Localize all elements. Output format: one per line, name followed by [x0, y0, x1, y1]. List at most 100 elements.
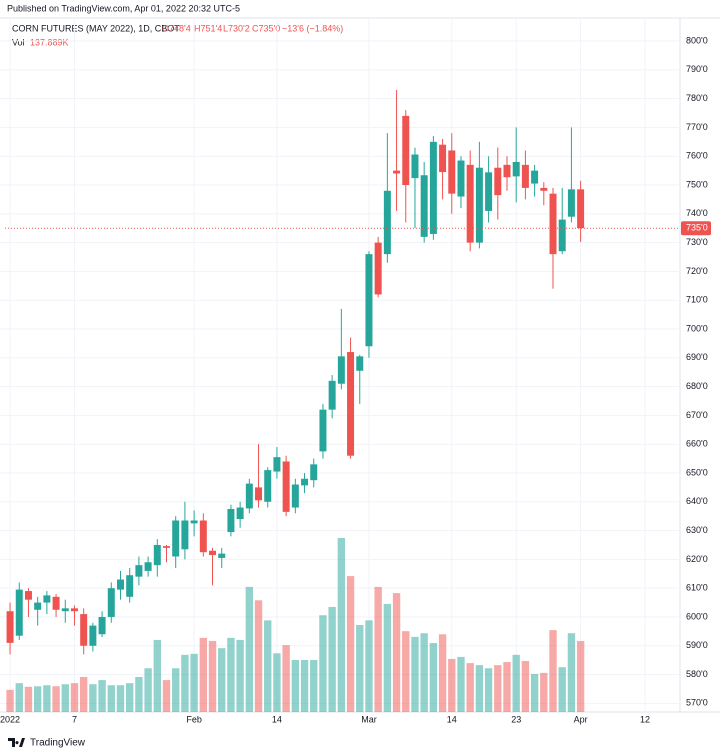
volume-bar — [411, 636, 419, 712]
candle-body — [116, 579, 124, 590]
volume-bar — [346, 576, 355, 712]
candle-body — [70, 608, 78, 612]
volume-bar — [356, 625, 364, 712]
volume-bar — [33, 686, 42, 712]
y-tick-label: 730'0 — [686, 237, 708, 247]
volume-bar — [70, 683, 79, 712]
volume-bar — [227, 637, 235, 712]
candle-body — [383, 190, 391, 255]
candle-body — [466, 164, 474, 243]
volume-bar — [475, 665, 484, 712]
volume-bar — [190, 653, 198, 712]
y-tick-label: 710'0 — [686, 295, 708, 305]
x-tick-label: 23 — [511, 714, 521, 724]
volume-bar — [15, 683, 23, 712]
candle-body — [190, 520, 198, 524]
volume-bar — [208, 640, 217, 712]
candle-body — [6, 611, 14, 643]
candle-body — [475, 167, 483, 243]
candle-body — [494, 167, 502, 196]
y-tick-label: 580'0 — [686, 669, 708, 679]
volume-bar — [24, 686, 33, 712]
candle-body — [144, 562, 152, 571]
volume-bar — [254, 600, 263, 712]
candle-body — [24, 591, 32, 600]
x-tick-label: 14 — [447, 714, 457, 724]
candle-body — [273, 457, 281, 472]
y-tick-label: 760'0 — [686, 151, 708, 161]
volume-bar — [365, 620, 373, 712]
candle-body — [577, 189, 585, 229]
volume-bar — [89, 684, 97, 712]
candle-body — [429, 141, 437, 234]
candle-body — [52, 596, 60, 610]
y-tick-label: 700'0 — [686, 323, 708, 333]
candle-body — [245, 483, 253, 509]
volume-bar — [328, 606, 336, 712]
volume-bar — [438, 634, 447, 712]
volume-bar — [374, 586, 382, 712]
volume-bar — [429, 643, 438, 712]
candle-body — [255, 487, 263, 501]
volume-bar — [512, 654, 520, 712]
volume-bar — [172, 668, 180, 712]
volume-bar — [264, 620, 272, 712]
volume-bar — [337, 538, 346, 712]
volume-bar — [135, 676, 143, 712]
legend-close: C735'0 — [252, 23, 280, 33]
volume-bar — [126, 683, 134, 712]
volume-bar — [484, 668, 493, 712]
footer-logo: TradingView — [8, 738, 86, 749]
candle-body — [181, 520, 189, 550]
y-tick-label: 800'0 — [686, 35, 708, 45]
candle-body — [153, 544, 161, 566]
candle-body — [107, 588, 115, 617]
volume-bar — [6, 689, 14, 712]
y-tick-label: 610'0 — [686, 583, 708, 593]
volume-bar — [494, 665, 502, 712]
y-tick-label: 690'0 — [686, 352, 708, 362]
candle-body — [126, 575, 134, 597]
volume-bar — [80, 676, 88, 712]
volume-bar — [245, 586, 254, 712]
legend-volume-name: Vol — [12, 37, 25, 47]
y-tick-label: 590'0 — [686, 640, 708, 650]
candle-body — [402, 115, 410, 186]
volume-bar — [300, 660, 309, 712]
volume-bar — [383, 603, 392, 712]
candle-body — [365, 254, 373, 347]
candle-body — [531, 170, 539, 184]
y-tick-label: 660'0 — [686, 439, 708, 449]
candle-body — [310, 464, 318, 481]
x-tick-label: 7 — [72, 714, 77, 724]
last-price-tag — [681, 221, 711, 236]
candle-body — [512, 161, 520, 177]
legend-symbol: CORN FUTURES (MAY 2022), 1D, CBOT — [12, 23, 180, 33]
candle-body — [567, 189, 575, 217]
candle-body — [291, 484, 299, 508]
y-tick-label: 740'0 — [686, 208, 708, 218]
candle-body — [540, 187, 548, 191]
candle-body — [301, 478, 309, 486]
volume-bar — [466, 663, 474, 712]
volume-bar — [521, 661, 530, 712]
candle-body — [356, 356, 364, 371]
candle-body — [393, 170, 401, 174]
candle-body — [15, 589, 23, 636]
volume-bar — [457, 656, 465, 712]
legend-change: −13'6 (−1.84%) — [282, 23, 343, 33]
candle-body — [549, 193, 557, 255]
volume-bar — [162, 680, 171, 712]
volume-bar — [273, 653, 281, 712]
candle-body — [337, 356, 345, 384]
x-tick-label: 12 — [640, 714, 650, 724]
y-tick-label: 650'0 — [686, 467, 708, 477]
candle-body — [420, 175, 428, 237]
y-tick-label: 570'0 — [686, 698, 708, 708]
volume-bar — [116, 685, 125, 712]
candle-body — [236, 507, 244, 520]
candle-body — [227, 508, 235, 533]
volume-bar — [420, 633, 428, 712]
volume-bar — [61, 684, 69, 712]
y-tick-label: 670'0 — [686, 410, 708, 420]
